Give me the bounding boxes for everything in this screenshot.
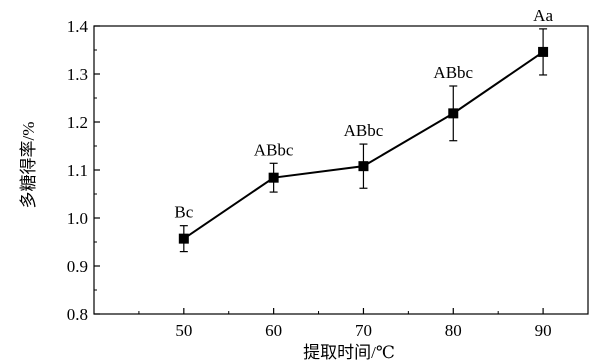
y-axis: 0.8 0.9 1.0 1.1 1.2 1.3 1.4 [67, 17, 100, 324]
data-point [538, 46, 549, 57]
y-tick-label: 1.3 [67, 65, 88, 84]
y-tick-label: 1.2 [67, 113, 88, 132]
data-point [268, 172, 279, 183]
x-tick-label: 70 [355, 321, 372, 340]
y-tick-label: 1.1 [67, 161, 88, 180]
data-point [448, 108, 459, 119]
x-axis: 50 60 70 80 90 [138, 308, 552, 340]
y-tick-label: 0.8 [67, 305, 88, 324]
data-point [358, 161, 369, 172]
data-point [178, 233, 189, 244]
y-tick-label: 1.0 [67, 209, 88, 228]
x-tick-label: 90 [535, 321, 552, 340]
significance-label: Bc [174, 203, 193, 222]
x-tick-label: 80 [445, 321, 462, 340]
y-tick-label: 1.4 [67, 17, 89, 36]
significance-label: ABbc [254, 140, 294, 159]
significance-label: ABbc [344, 121, 384, 140]
y-tick-label: 0.9 [67, 257, 88, 276]
x-axis-title: 提取时间/℃ [303, 343, 395, 362]
x-tick-label: 60 [265, 321, 282, 340]
y-axis-title: 多糖得率/% [19, 122, 38, 209]
significance-label: ABbc [433, 63, 473, 82]
significance-label: Aa [533, 6, 553, 25]
x-tick-label: 50 [175, 321, 192, 340]
series-layer: Bc ABbc ABbc ABbc Aa [174, 6, 553, 253]
